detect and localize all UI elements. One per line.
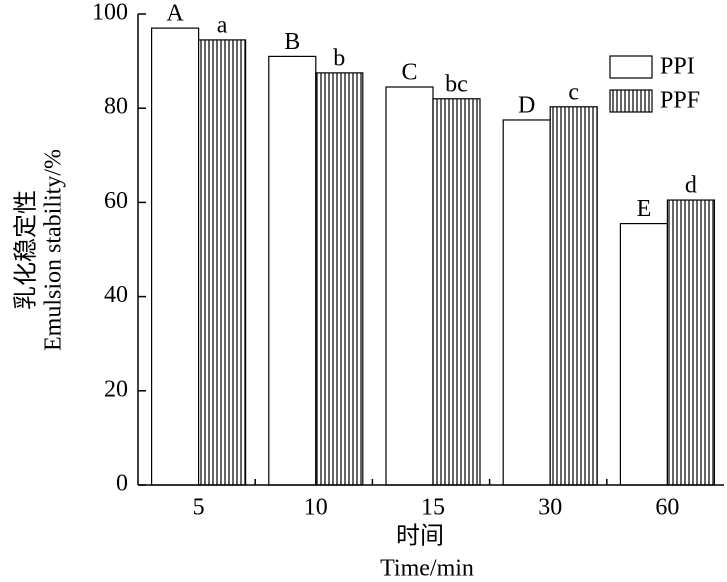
significance-letter: a [217, 12, 228, 38]
legend-label: PPF [660, 88, 700, 114]
y-tick-label: 60 [104, 188, 128, 214]
legend-label: PPI [660, 54, 695, 80]
bar [151, 27, 200, 486]
x-label-en: Time/min [380, 556, 474, 582]
significance-letter: E [637, 196, 652, 222]
significance-letter: B [284, 29, 300, 55]
significance-letter: d [685, 173, 697, 199]
significance-letter: c [568, 79, 579, 105]
x-tick-label: 30 [538, 495, 562, 521]
legend-swatch [609, 89, 653, 113]
significance-letter: C [401, 60, 417, 86]
significance-letter: b [333, 45, 345, 71]
bar [502, 119, 551, 486]
bar [666, 199, 716, 486]
bar [315, 72, 364, 486]
x-tick-label: 15 [421, 495, 445, 521]
bar [198, 39, 247, 486]
bar [619, 222, 669, 486]
y-tick-label: 100 [92, 0, 128, 26]
legend-swatch [609, 55, 653, 79]
bar [549, 106, 598, 486]
significance-letter: D [518, 92, 535, 118]
y-tick-label: 80 [104, 94, 128, 120]
y-tick-label: 20 [104, 376, 128, 402]
significance-letter: bc [445, 71, 468, 97]
bar [385, 86, 434, 486]
y-tick-label: 0 [116, 471, 128, 497]
y-label-en: Emulsion stability/% [41, 149, 67, 351]
x-tick-label: 10 [304, 495, 328, 521]
x-tick-label: 5 [193, 495, 205, 521]
bar [268, 55, 317, 486]
x-label-cn: 时间 [396, 523, 444, 550]
y-axis-title: 乳化稳定性 Emulsion stability/% [13, 149, 67, 351]
bar [432, 98, 481, 486]
x-tick-label: 60 [655, 495, 679, 521]
y-label-cn: 乳化稳定性 [13, 190, 40, 310]
significance-letter: A [166, 1, 184, 27]
y-tick-label: 40 [104, 282, 128, 308]
